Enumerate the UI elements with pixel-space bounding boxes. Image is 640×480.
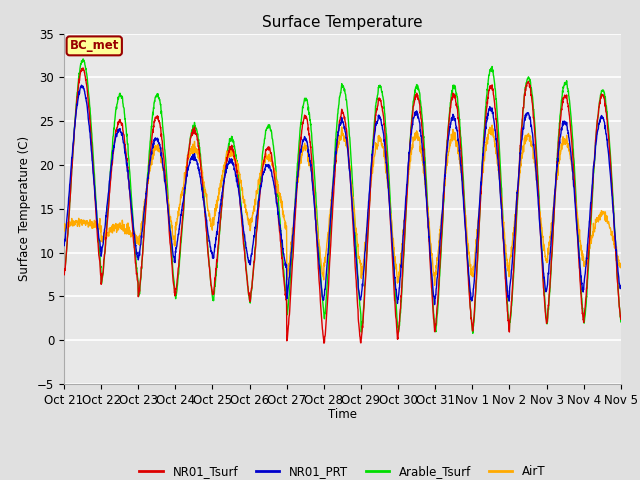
Title: Surface Temperature: Surface Temperature [262, 15, 422, 30]
Legend: NR01_Tsurf, NR01_PRT, Arable_Tsurf, AirT: NR01_Tsurf, NR01_PRT, Arable_Tsurf, AirT [134, 460, 550, 480]
Y-axis label: Surface Temperature (C): Surface Temperature (C) [19, 136, 31, 281]
X-axis label: Time: Time [328, 408, 357, 421]
Text: BC_met: BC_met [70, 39, 119, 52]
